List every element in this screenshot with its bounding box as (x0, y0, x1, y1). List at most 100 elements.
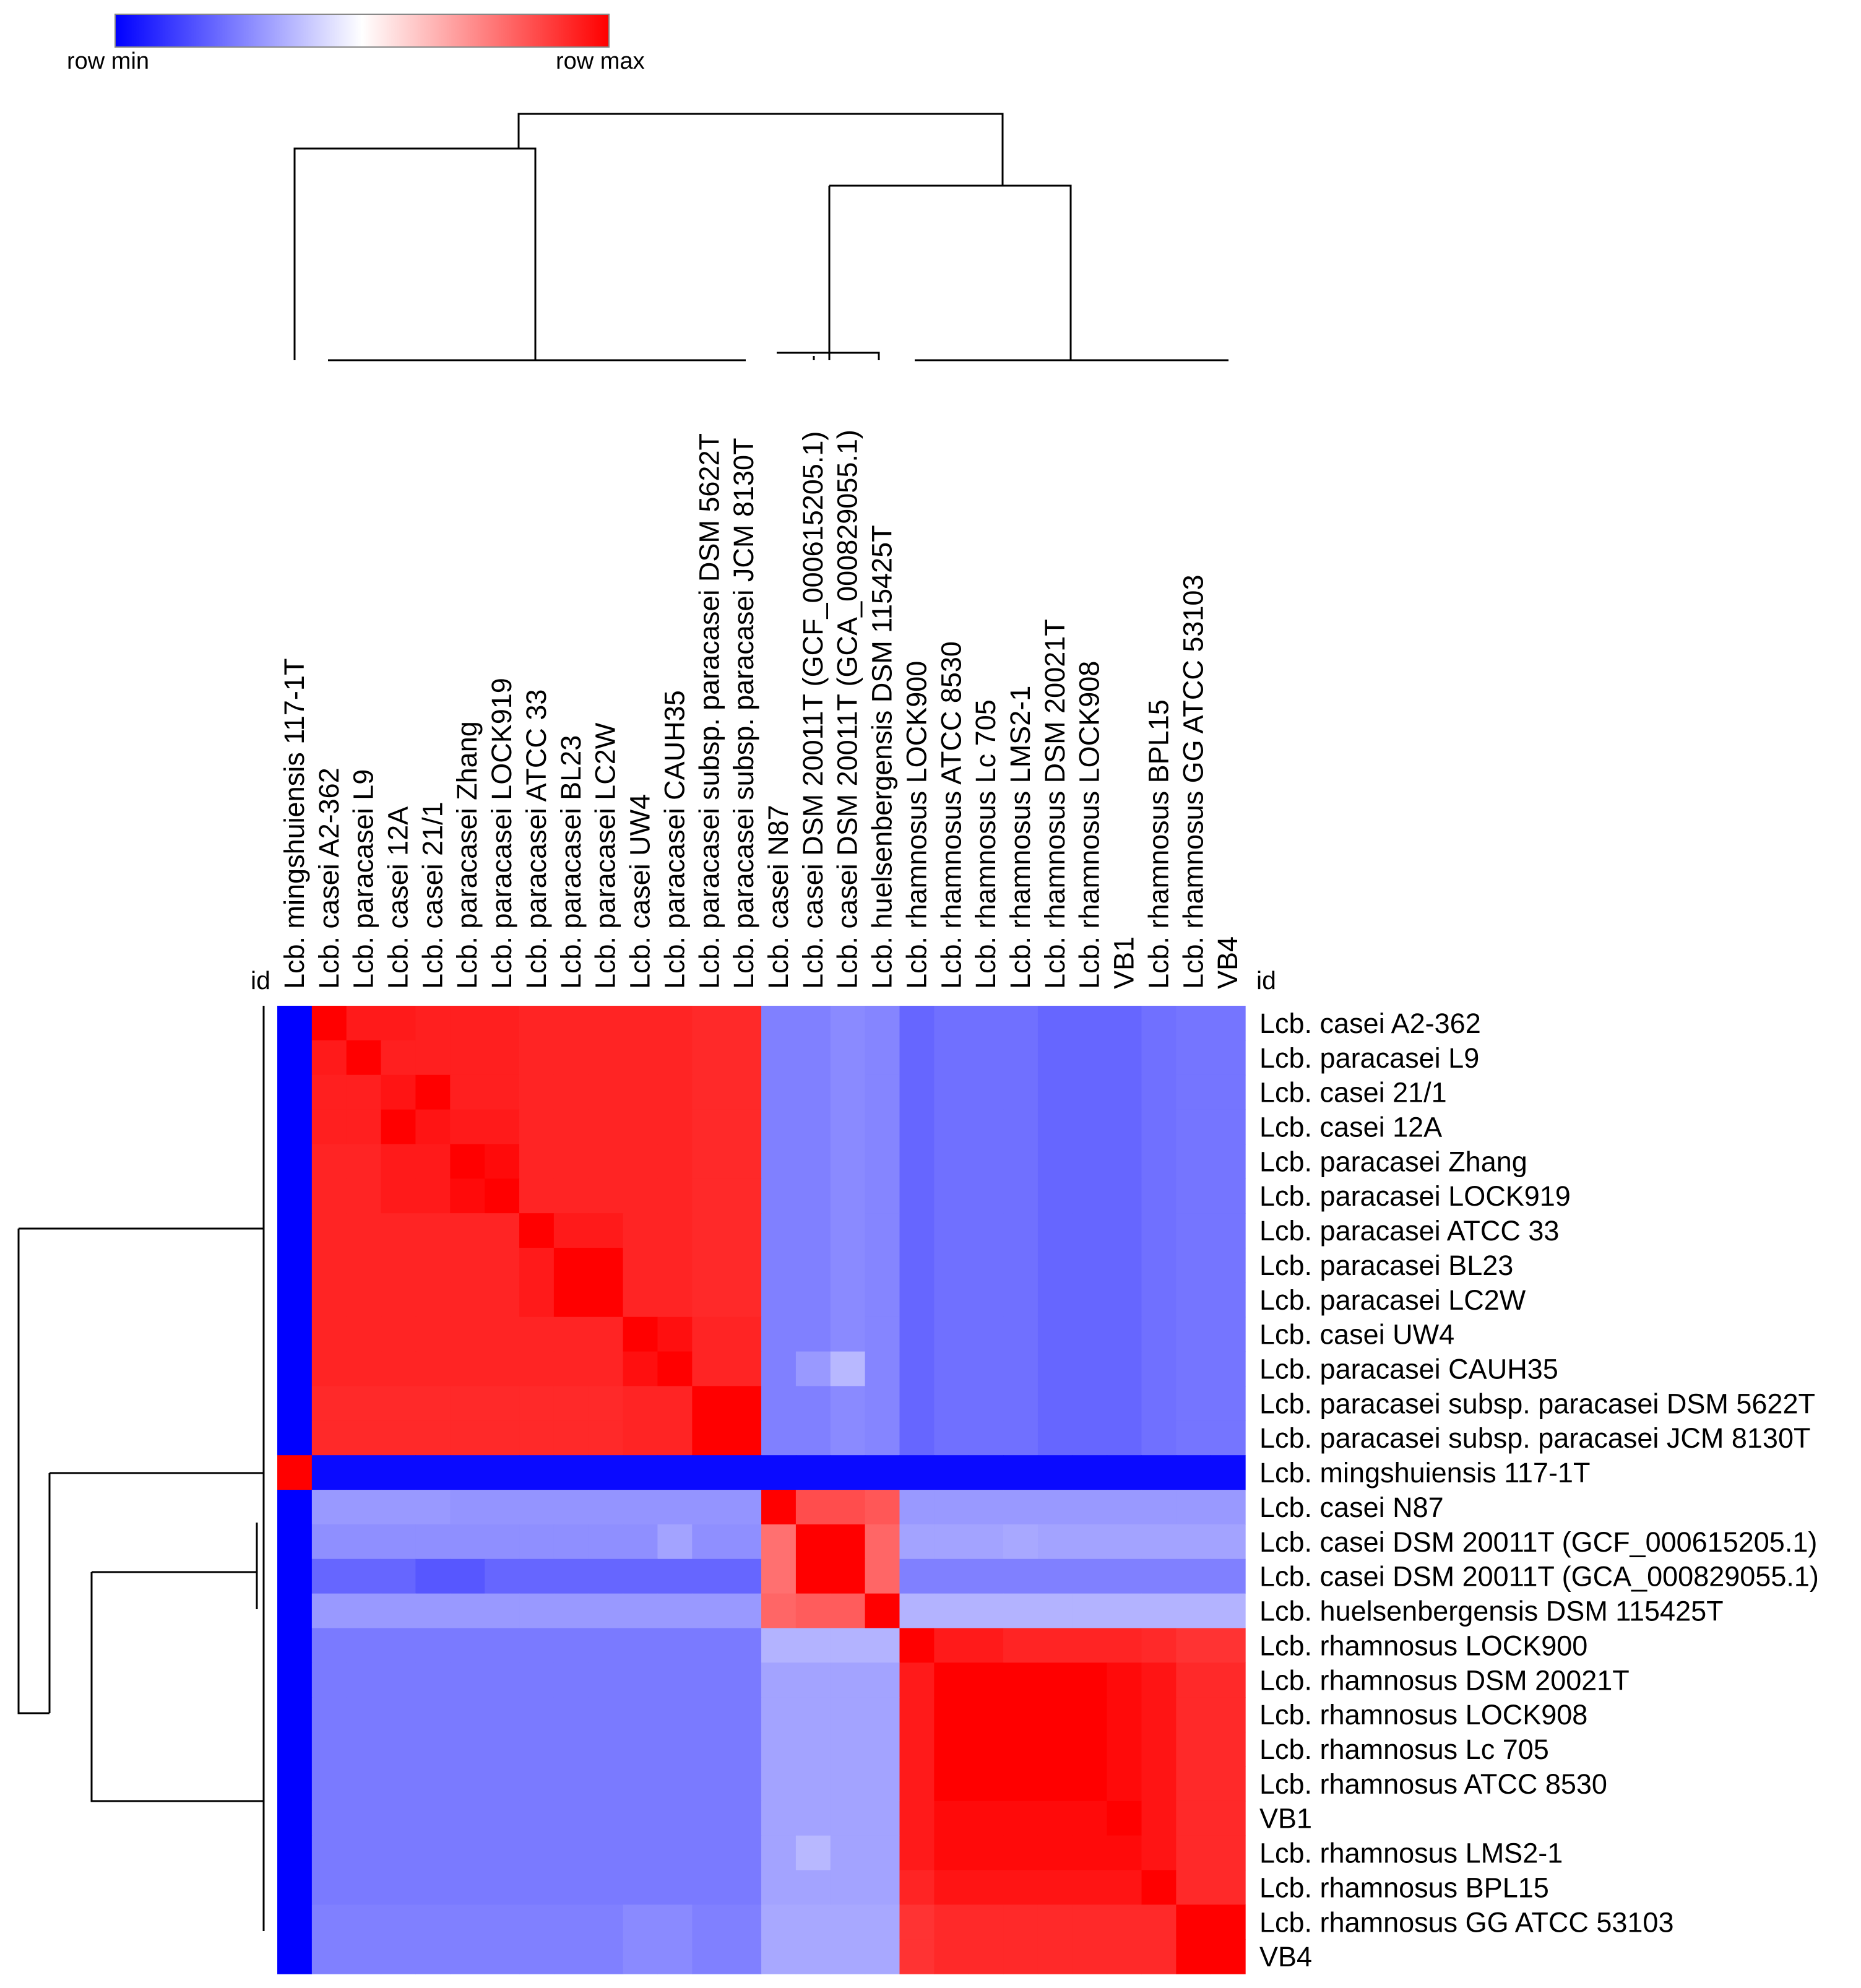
heatmap-cell-r1-c20 (969, 1040, 1004, 1076)
heatmap-cell-r26-c15 (795, 1904, 831, 1940)
heatmap-cell-r15-c2 (346, 1524, 382, 1560)
heatmap-cell-r10-c22 (1037, 1351, 1073, 1387)
heatmap-cell-r5-c22 (1037, 1178, 1073, 1214)
heatmap-cell-r3-c9 (588, 1109, 624, 1145)
heatmap-cell-r2-c1 (311, 1074, 347, 1110)
heatmap-cell-r18-c19 (934, 1628, 969, 1663)
heatmap-cell-r8-c21 (1003, 1282, 1038, 1318)
heatmap-cell-r19-c0 (277, 1662, 313, 1698)
heatmap-cell-r11-c17 (865, 1386, 900, 1421)
heatmap-cell-r4-c23 (1072, 1144, 1108, 1179)
heatmap-cell-r6-c23 (1072, 1213, 1108, 1248)
heatmap-cell-r17-c23 (1072, 1593, 1108, 1629)
heatmap-cell-r15-c17 (865, 1524, 900, 1560)
heatmap-cell-r19-c1 (311, 1662, 347, 1698)
heatmap-cell-r9-c24 (1107, 1316, 1142, 1352)
heatmap-cell-r17-c16 (830, 1593, 866, 1629)
heatmap-cell-r14-c8 (553, 1490, 589, 1525)
heatmap-cell-r24-c7 (519, 1835, 555, 1871)
heatmap-cell-r13-c8 (553, 1455, 589, 1490)
heatmap-cell-r19-c14 (761, 1662, 797, 1698)
heatmap-cell-r13-c22 (1037, 1455, 1073, 1490)
heatmap-cell-r8-c23 (1072, 1282, 1108, 1318)
heatmap-cell-r4-c0 (277, 1144, 313, 1179)
heatmap-cell-r12-c18 (899, 1420, 935, 1456)
heatmap-cell-r6-c27 (1211, 1213, 1246, 1248)
heatmap-cell-r14-c23 (1072, 1490, 1108, 1525)
heatmap-cell-r4-c12 (692, 1144, 727, 1179)
heatmap-cell-r23-c5 (450, 1800, 485, 1836)
heatmap-cell-r5-c9 (588, 1178, 624, 1214)
heatmap-cell-r6-c22 (1037, 1213, 1073, 1248)
heatmap-cell-r12-c10 (623, 1420, 658, 1456)
heatmap-cell-r20-c3 (381, 1697, 417, 1732)
heatmap-cell-r17-c10 (623, 1593, 658, 1629)
heatmap-cell-r9-c6 (485, 1316, 520, 1352)
heatmap-cell-r3-c8 (553, 1109, 589, 1145)
heatmap-cell-r19-c11 (657, 1662, 693, 1698)
heatmap-cell-r25-c26 (1176, 1870, 1211, 1905)
heatmap-cell-r1-c10 (623, 1040, 658, 1076)
heatmap-cell-r6-c19 (934, 1213, 969, 1248)
heatmap-cell-r27-c17 (865, 1939, 900, 1974)
heatmap-cell-r12-c20 (969, 1420, 1004, 1456)
heatmap-cell-r15-c4 (415, 1524, 451, 1560)
heatmap-cell-r18-c26 (1176, 1628, 1211, 1663)
row-label-lcb-paracasei-lc2w: Lcb. paracasei LC2W (1259, 1284, 1526, 1316)
heatmap-cell-r14-c26 (1176, 1490, 1211, 1525)
heatmap-cell-r18-c2 (346, 1628, 382, 1663)
heatmap-cell-r20-c14 (761, 1697, 797, 1732)
heatmap-cell-r19-c7 (519, 1662, 555, 1698)
heatmap-cell-r7-c13 (727, 1248, 762, 1283)
heatmap-cell-r2-c24 (1107, 1074, 1142, 1110)
heatmap-cell-r22-c2 (346, 1766, 382, 1802)
heatmap-cell-r0-c12 (692, 1006, 727, 1041)
heatmap-cell-r25-c18 (899, 1870, 935, 1905)
heatmap-cell-r7-c4 (415, 1248, 451, 1283)
heatmap-cell-r7-c19 (934, 1248, 969, 1283)
heatmap-cell-r4-c21 (1003, 1144, 1038, 1179)
heatmap-cell-r27-c16 (830, 1939, 866, 1974)
heatmap-cell-r9-c20 (969, 1316, 1004, 1352)
heatmap-cell-r19-c15 (795, 1662, 831, 1698)
heatmap-cell-r17-c15 (795, 1593, 831, 1629)
heatmap-cell-r3-c10 (623, 1109, 658, 1145)
heatmap-cell-r27-c27 (1211, 1939, 1246, 1974)
heatmap-cell-r1-c3 (381, 1040, 417, 1076)
heatmap-cell-r12-c5 (450, 1420, 485, 1456)
heatmap-cell-r26-c17 (865, 1904, 900, 1940)
heatmap-cell-r10-c25 (1141, 1351, 1177, 1387)
heatmap-cell-r15-c18 (899, 1524, 935, 1560)
heatmap-cell-r9-c15 (795, 1316, 831, 1352)
heatmap-cell-r7-c3 (381, 1248, 417, 1283)
heatmap-cell-r16-c6 (485, 1558, 520, 1594)
heatmap-cell-r21-c7 (519, 1732, 555, 1767)
heatmap-cell-r25-c13 (727, 1870, 762, 1905)
heatmap-cell-r14-c21 (1003, 1490, 1038, 1525)
heatmap-cell-r6-c3 (381, 1213, 417, 1248)
heatmap-cell-r8-c0 (277, 1282, 313, 1318)
heatmap-cell-r14-c10 (623, 1490, 658, 1525)
heatmap-cell-r20-c1 (311, 1697, 347, 1732)
heatmap-cell-r24-c15 (795, 1835, 831, 1871)
heatmap-cell-r21-c3 (381, 1732, 417, 1767)
heatmap-cell-r10-c19 (934, 1351, 969, 1387)
heatmap-cell-r15-c13 (727, 1524, 762, 1560)
heatmap-cell-r21-c14 (761, 1732, 797, 1767)
heatmap-cell-r22-c11 (657, 1766, 693, 1802)
heatmap-cell-r13-c23 (1072, 1455, 1108, 1490)
heatmap-cell-r23-c18 (899, 1800, 935, 1836)
heatmap-cell-r16-c2 (346, 1558, 382, 1594)
heatmap-cell-r26-c0 (277, 1904, 313, 1940)
heatmap-cell-r3-c5 (450, 1109, 485, 1145)
heatmap-cell-r25-c8 (553, 1870, 589, 1905)
heatmap-cell-r13-c20 (969, 1455, 1004, 1490)
heatmap-cell-r27-c18 (899, 1939, 935, 1974)
heatmap-cell-r11-c26 (1176, 1386, 1211, 1421)
heatmap-cell-r10-c2 (346, 1351, 382, 1387)
heatmap-cell-r15-c24 (1107, 1524, 1142, 1560)
heatmap-cell-r14-c22 (1037, 1490, 1073, 1525)
heatmap-cell-r12-c11 (657, 1420, 693, 1456)
heatmap-cell-r8-c13 (727, 1282, 762, 1318)
heatmap-cell-r22-c17 (865, 1766, 900, 1802)
